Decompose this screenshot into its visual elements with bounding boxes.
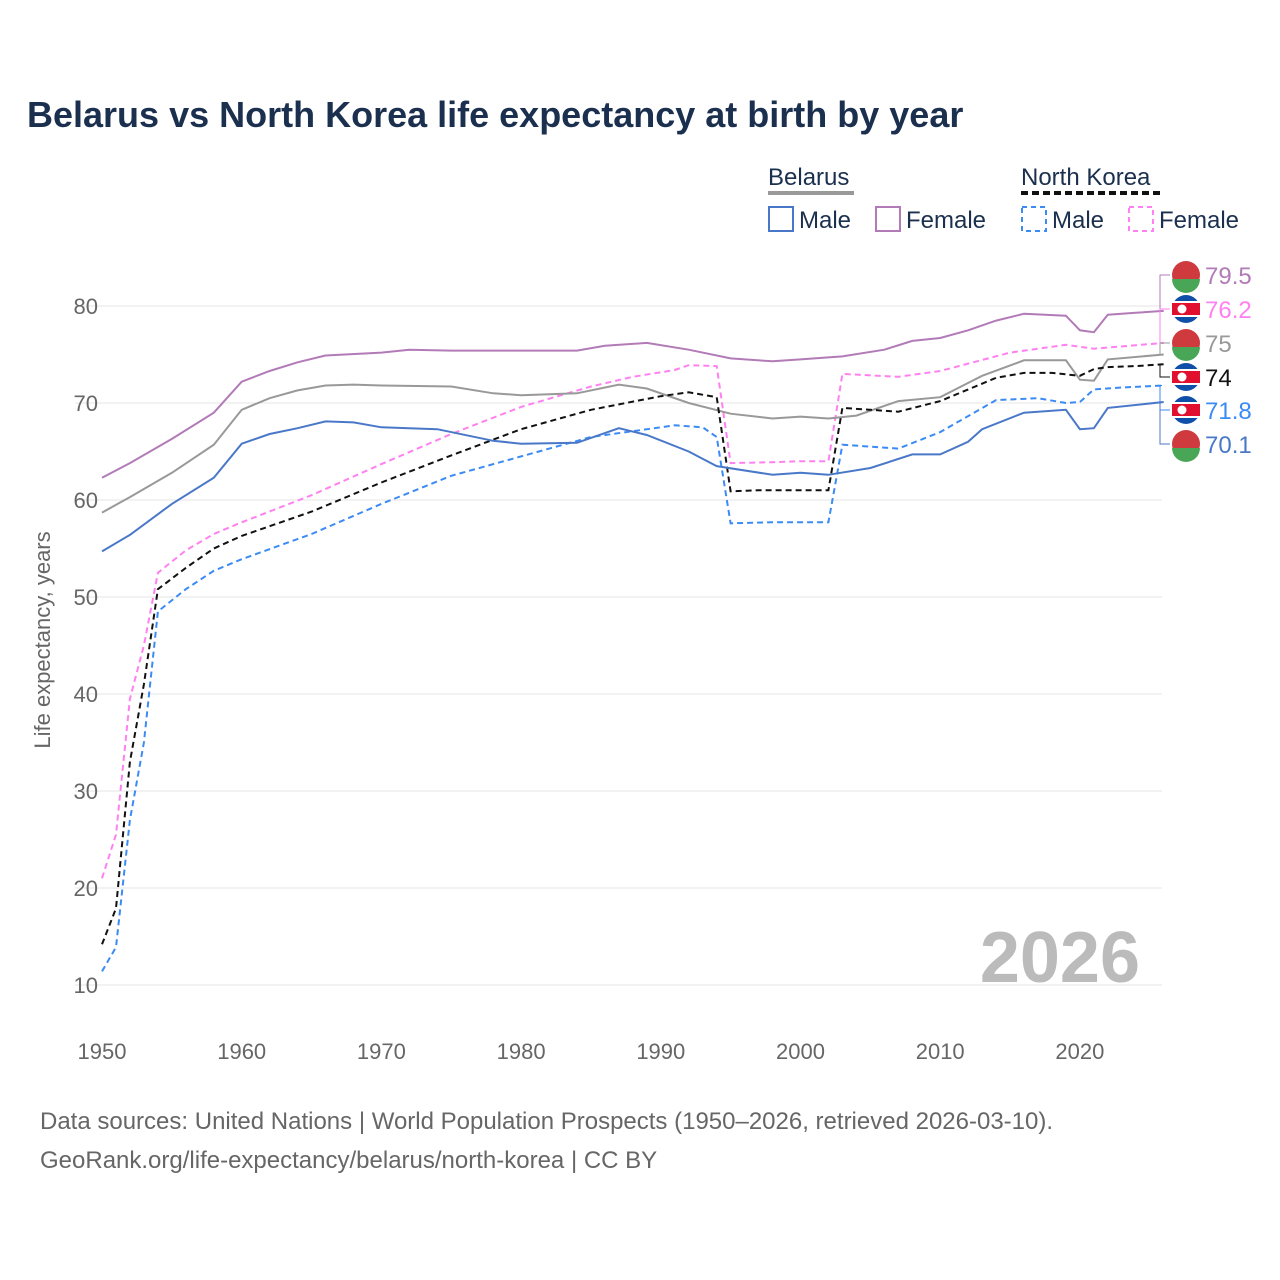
footer-link[interactable]: GeoRank.org/life-expectancy/belarus/nort… xyxy=(40,1147,658,1174)
x-tick-label: 1950 xyxy=(78,1039,127,1064)
end-value-label: 74 xyxy=(1205,365,1232,392)
y-tick-label: 40 xyxy=(74,682,98,707)
x-tick-label: 1990 xyxy=(636,1039,685,1064)
legend-swatch xyxy=(875,206,901,232)
end-value-label: 76.2 xyxy=(1205,297,1252,324)
series-line-belarus-both xyxy=(101,353,1164,514)
x-tick-label: 1970 xyxy=(357,1039,406,1064)
y-tick-label: 60 xyxy=(74,488,98,513)
series-line-belarus-male xyxy=(101,401,1164,553)
legend-group-north-korea: North Korea xyxy=(1021,164,1151,191)
legend-item: Female xyxy=(1159,207,1239,234)
x-tick-label: 2020 xyxy=(1055,1039,1104,1064)
series-line-belarus-female xyxy=(101,309,1164,479)
end-value-label: 70.1 xyxy=(1205,432,1252,459)
y-tick-label: 80 xyxy=(74,294,98,319)
y-tick-label: 50 xyxy=(74,585,98,610)
end-label-connector xyxy=(1159,363,1170,378)
y-tick-label: 70 xyxy=(74,391,98,416)
series-line-north-korea-both xyxy=(101,363,1164,945)
x-tick-label: 2010 xyxy=(916,1039,965,1064)
end-label-connector xyxy=(1159,401,1170,445)
legend-swatch xyxy=(768,206,794,232)
north-korea-flag-icon xyxy=(1177,304,1187,314)
y-tick-label: 30 xyxy=(74,779,98,804)
series-line-north-korea-male xyxy=(101,384,1164,972)
legend-item: Male xyxy=(1052,207,1104,234)
legend-swatch xyxy=(1128,206,1154,232)
series-line-north-korea-female xyxy=(101,341,1164,879)
legend-item: Male xyxy=(799,207,851,234)
belarus-flag-icon xyxy=(1172,347,1200,361)
belarus-flag-icon xyxy=(1172,279,1200,293)
x-tick-label: 1960 xyxy=(217,1039,266,1064)
belarus-flag-icon xyxy=(1172,448,1200,462)
end-value-label: 75 xyxy=(1205,331,1232,358)
end-value-label: 79.5 xyxy=(1205,263,1252,290)
north-korea-flag-icon xyxy=(1177,405,1187,415)
y-axis-label: Life expectancy, years xyxy=(30,531,55,748)
chart-title: Belarus vs North Korea life expectancy a… xyxy=(27,94,964,135)
end-label-connector xyxy=(1159,385,1170,411)
end-label-connector xyxy=(1159,308,1170,344)
north-korea-flag-icon xyxy=(1177,372,1187,382)
x-tick-label: 2000 xyxy=(776,1039,825,1064)
end-label-connector xyxy=(1159,274,1170,312)
end-label-connector xyxy=(1159,342,1170,355)
x-tick-label: 1980 xyxy=(497,1039,546,1064)
footer-source: Data sources: United Nations | World Pop… xyxy=(40,1108,1054,1135)
year-watermark: 2026 xyxy=(980,918,1140,998)
end-value-label: 71.8 xyxy=(1205,398,1252,425)
legend-item: Female xyxy=(906,207,986,234)
legend-swatch xyxy=(1021,206,1047,232)
y-tick-label: 20 xyxy=(74,876,98,901)
legend-group-belarus: Belarus xyxy=(768,164,849,191)
y-tick-label: 10 xyxy=(74,973,98,998)
